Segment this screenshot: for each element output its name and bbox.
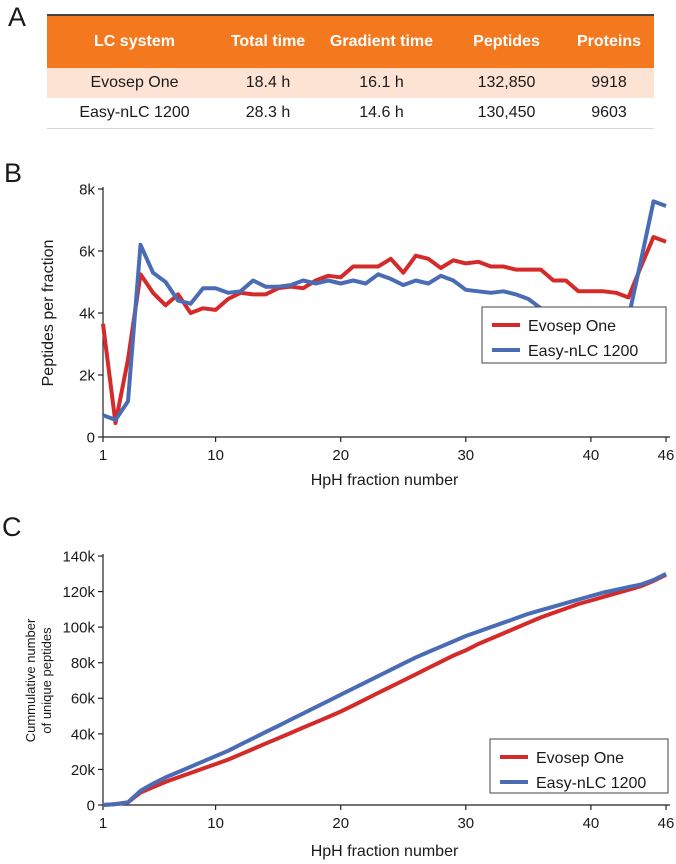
x-tick-label: 46 (658, 447, 675, 464)
legend-label: Evosep One (528, 318, 616, 335)
y-tick-label: 6k (79, 243, 95, 260)
y-tick-label: 140k (62, 548, 95, 565)
x-tick-label: 10 (207, 447, 224, 464)
y-tick-label: 120k (62, 584, 95, 601)
column-header: LC system (47, 15, 222, 68)
y-axis-label: Peptides per fraction (40, 240, 57, 387)
series-line (101, 235, 667, 426)
y-tick-label: 4k (79, 305, 95, 322)
y-tick-label: 0 (87, 429, 95, 446)
y-tick-label: 100k (62, 620, 95, 637)
y-tick-label: 0 (87, 797, 95, 814)
column-header: Gradient time (314, 15, 449, 68)
x-tick-label: 1 (99, 447, 107, 464)
x-tick-label: 30 (457, 447, 474, 464)
table-cell: 9918 (564, 68, 654, 98)
column-header: Total time (222, 15, 314, 68)
x-tick-label: 10 (207, 815, 224, 832)
table-cell: Easy-nLC 1200 (47, 98, 222, 129)
panel-label-b: B (4, 158, 23, 188)
table-cell: 18.4 h (222, 68, 314, 98)
table-cell: Evosep One (47, 68, 222, 98)
y-tick-label: 8k (79, 181, 95, 198)
cumulative-peptides-chart: 0 20k 40k 60k 80k 100k 120k 140k 1 10 20 30 40 46 HpH … (23, 548, 675, 860)
y-tick-label: 40k (71, 726, 96, 743)
legend-label: Easy-nLC 1200 (536, 775, 646, 792)
series-line (102, 572, 667, 807)
x-tick-label: 20 (332, 447, 349, 464)
table-cell: 132,850 (449, 68, 564, 98)
legend-label: Evosep One (536, 750, 624, 767)
x-tick-label: 30 (457, 815, 474, 832)
y-axis-label: of unique peptides (39, 627, 54, 734)
x-axis-label: HpH fraction number (311, 843, 459, 860)
table-cell: 9603 (564, 98, 654, 129)
legend-box (481, 306, 667, 364)
panel-label-c: C (2, 512, 22, 542)
y-axis-label: Cummulative number (23, 618, 38, 742)
panel-label-a: A (8, 2, 27, 32)
x-tick-label: 20 (332, 815, 349, 832)
y-tick-label: 80k (71, 655, 96, 672)
series-line (102, 572, 667, 807)
x-tick-label: 46 (658, 815, 675, 832)
y-tick-label: 20k (71, 762, 96, 779)
y-tick-label: 60k (71, 691, 96, 708)
column-header: Proteins (564, 15, 654, 68)
x-tick-label: 40 (583, 815, 600, 832)
table-cell: 14.6 h (314, 98, 449, 129)
column-header: Peptides (449, 15, 564, 68)
table-cell: 16.1 h (314, 68, 449, 98)
table-row: Easy-nLC 1200 28.3 h 14.6 h 130,450 9603 (47, 98, 654, 129)
x-tick-label: 40 (583, 447, 600, 464)
legend-label: Easy-nLC 1200 (528, 343, 638, 360)
table-header-row: LC system Total time Gradient time Pepti… (47, 15, 654, 68)
x-axis-label: HpH fraction number (311, 472, 459, 489)
table-row: Evosep One 18.4 h 16.1 h 132,850 9918 (47, 68, 654, 98)
table-cell: 28.3 h (222, 98, 314, 129)
summary-table: LC system Total time Gradient time Pepti… (47, 14, 654, 129)
x-tick-label: 1 (99, 815, 107, 832)
y-tick-label: 2k (79, 367, 95, 384)
table-cell: 130,450 (449, 98, 564, 129)
peptides-per-fraction-chart: 0 2k 4k 6k 8k 1 10 20 30 40 46 HpH fraction number P… (40, 181, 675, 489)
